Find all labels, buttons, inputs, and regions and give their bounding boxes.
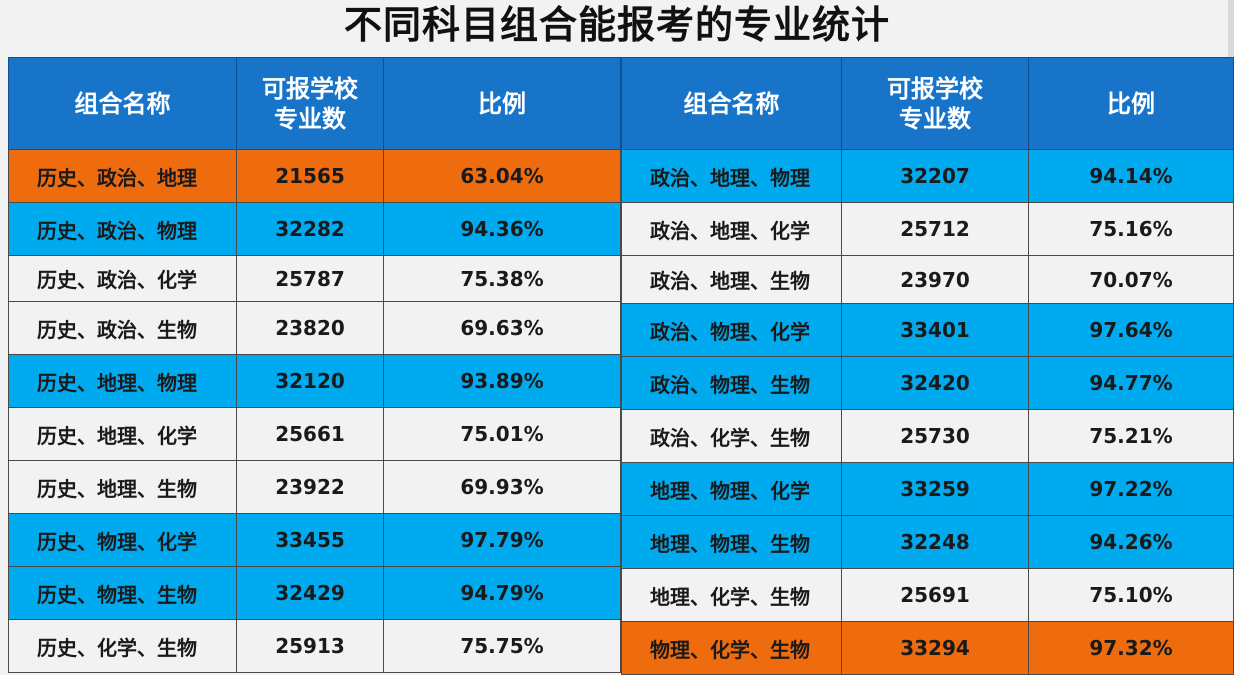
table-header-row: 组合名称 可报学校 专业数 比例 bbox=[8, 57, 621, 150]
cell-count: 25913 bbox=[236, 619, 384, 673]
cell-ratio: 75.16% bbox=[1028, 202, 1234, 256]
cell-name: 政治、地理、物理 bbox=[621, 149, 842, 203]
cell-ratio: 97.79% bbox=[383, 513, 621, 567]
cell-ratio: 69.63% bbox=[383, 301, 621, 355]
table-row: 政治、地理、物理 32207 94.14% bbox=[621, 149, 1234, 203]
table-row: 地理、物理、生物 32248 94.26% bbox=[621, 515, 1234, 569]
cell-count: 33294 bbox=[841, 621, 1029, 675]
cell-name: 地理、化学、生物 bbox=[621, 568, 842, 622]
cell-count: 23820 bbox=[236, 301, 384, 355]
cell-name: 政治、地理、化学 bbox=[621, 202, 842, 256]
header-count-line1: 可报学校 bbox=[887, 74, 983, 103]
cell-name: 历史、政治、物理 bbox=[8, 202, 237, 256]
header-ratio: 比例 bbox=[383, 57, 621, 150]
cell-name: 历史、地理、化学 bbox=[8, 407, 237, 461]
table-row: 政治、物理、生物 32420 94.77% bbox=[621, 356, 1234, 410]
cell-ratio: 97.64% bbox=[1028, 303, 1234, 357]
header-count: 可报学校 专业数 bbox=[236, 57, 384, 150]
table-row: 历史、政治、地理 21565 63.04% bbox=[8, 149, 621, 203]
table-row: 历史、化学、生物 25913 75.75% bbox=[8, 619, 621, 673]
cell-count: 25712 bbox=[841, 202, 1029, 256]
table-row: 历史、地理、物理 32120 93.89% bbox=[8, 354, 621, 408]
cell-count: 32248 bbox=[841, 515, 1029, 569]
cell-ratio: 70.07% bbox=[1028, 255, 1234, 304]
cell-name: 历史、物理、化学 bbox=[8, 513, 237, 567]
cell-count: 32120 bbox=[236, 354, 384, 408]
cell-count: 23970 bbox=[841, 255, 1029, 304]
cell-name: 政治、地理、生物 bbox=[621, 255, 842, 304]
cell-ratio: 94.14% bbox=[1028, 149, 1234, 203]
cell-count: 33401 bbox=[841, 303, 1029, 357]
cell-ratio: 94.79% bbox=[383, 566, 621, 620]
cell-count: 32420 bbox=[841, 356, 1029, 410]
cell-name: 政治、化学、生物 bbox=[621, 409, 842, 463]
table-row: 政治、地理、生物 23970 70.07% bbox=[621, 255, 1234, 304]
cell-name: 历史、地理、物理 bbox=[8, 354, 237, 408]
cell-ratio: 75.10% bbox=[1028, 568, 1234, 622]
cell-name: 地理、物理、生物 bbox=[621, 515, 842, 569]
cell-count: 25661 bbox=[236, 407, 384, 461]
table-row: 地理、化学、生物 25691 75.10% bbox=[621, 568, 1234, 622]
table-row: 政治、化学、生物 25730 75.21% bbox=[621, 409, 1234, 463]
table-row: 地理、物理、化学 33259 97.22% bbox=[621, 462, 1234, 516]
page-title: 不同科目组合能报考的专业统计 bbox=[343, 3, 890, 47]
cell-count: 25730 bbox=[841, 409, 1029, 463]
table-row: 政治、物理、化学 33401 97.64% bbox=[621, 303, 1234, 357]
cell-name: 历史、地理、生物 bbox=[8, 460, 237, 514]
cell-count: 21565 bbox=[236, 149, 384, 203]
header-name: 组合名称 bbox=[621, 57, 842, 150]
header-name: 组合名称 bbox=[8, 57, 237, 150]
table-header-row: 组合名称 可报学校 专业数 比例 bbox=[621, 57, 1234, 150]
cell-name: 政治、物理、化学 bbox=[621, 303, 842, 357]
table-row: 历史、地理、化学 25661 75.01% bbox=[8, 407, 621, 461]
table-row: 政治、地理、化学 25712 75.16% bbox=[621, 202, 1234, 256]
header-count-line1: 可报学校 bbox=[262, 74, 358, 103]
header-count-line2: 专业数 bbox=[899, 104, 971, 133]
cell-count: 33259 bbox=[841, 462, 1029, 516]
cell-ratio: 75.01% bbox=[383, 407, 621, 461]
cell-count: 33455 bbox=[236, 513, 384, 567]
cell-name: 地理、物理、化学 bbox=[621, 462, 842, 516]
header-count-line2: 专业数 bbox=[274, 104, 346, 133]
cell-name: 政治、物理、生物 bbox=[621, 356, 842, 410]
table-row: 历史、物理、化学 33455 97.79% bbox=[8, 513, 621, 567]
table-row: 历史、地理、生物 23922 69.93% bbox=[8, 460, 621, 514]
cell-name: 物理、化学、生物 bbox=[621, 621, 842, 675]
header-count: 可报学校 专业数 bbox=[841, 57, 1029, 150]
cell-ratio: 97.22% bbox=[1028, 462, 1234, 516]
cell-ratio: 93.89% bbox=[383, 354, 621, 408]
cell-count: 32282 bbox=[236, 202, 384, 256]
table-row: 物理、化学、生物 33294 97.32% bbox=[621, 621, 1234, 675]
cell-ratio: 75.21% bbox=[1028, 409, 1234, 463]
cell-ratio: 97.32% bbox=[1028, 621, 1234, 675]
cell-name: 历史、化学、生物 bbox=[8, 619, 237, 673]
table-row: 历史、政治、物理 32282 94.36% bbox=[8, 202, 621, 256]
cell-name: 历史、政治、地理 bbox=[8, 149, 237, 203]
table-row: 历史、政治、生物 23820 69.63% bbox=[8, 301, 621, 355]
combination-table-left: 组合名称 可报学校 专业数 比例 历史、政治、地理 21565 63.04% 历史、政… bbox=[8, 57, 621, 673]
cell-count: 23922 bbox=[236, 460, 384, 514]
cell-count: 32429 bbox=[236, 566, 384, 620]
cell-ratio: 69.93% bbox=[383, 460, 621, 514]
cell-ratio: 94.77% bbox=[1028, 356, 1234, 410]
cell-ratio: 75.38% bbox=[383, 255, 621, 302]
cell-count: 25787 bbox=[236, 255, 384, 302]
combination-table-right: 组合名称 可报学校 专业数 比例 政治、地理、物理 32207 94.14% 政治、地… bbox=[621, 57, 1234, 675]
cell-ratio: 63.04% bbox=[383, 149, 621, 203]
table-row: 历史、物理、生物 32429 94.79% bbox=[8, 566, 621, 620]
cell-name: 历史、物理、生物 bbox=[8, 566, 237, 620]
cell-name: 历史、政治、化学 bbox=[8, 255, 237, 302]
cell-name: 历史、政治、生物 bbox=[8, 301, 237, 355]
header-ratio: 比例 bbox=[1028, 57, 1234, 150]
cell-count: 25691 bbox=[841, 568, 1029, 622]
cell-ratio: 94.26% bbox=[1028, 515, 1234, 569]
cell-count: 32207 bbox=[841, 149, 1029, 203]
table-row: 历史、政治、化学 25787 75.38% bbox=[8, 255, 621, 302]
cell-ratio: 94.36% bbox=[383, 202, 621, 256]
cell-ratio: 75.75% bbox=[383, 619, 621, 673]
